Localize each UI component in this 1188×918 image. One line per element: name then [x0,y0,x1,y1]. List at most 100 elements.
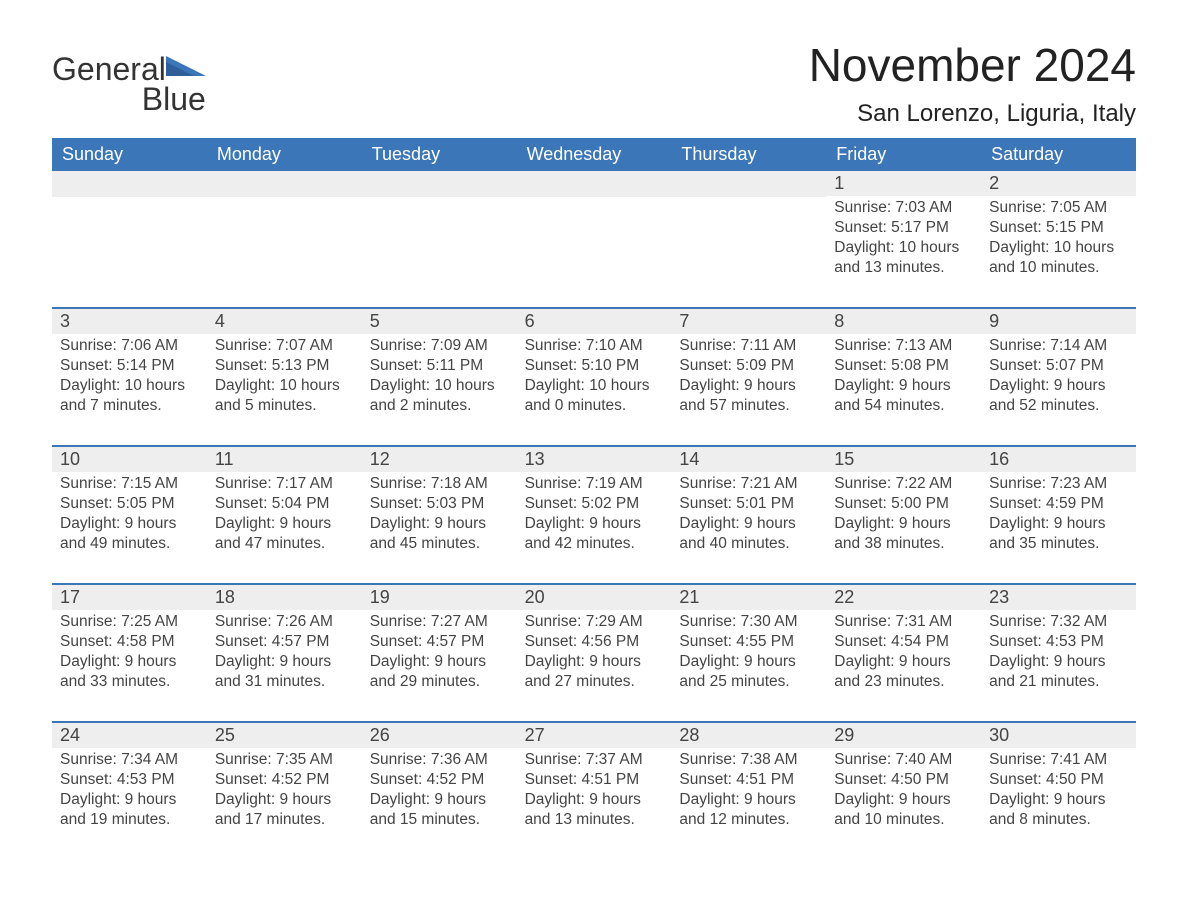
daylight-line: Daylight: 9 hours and 40 minutes. [679,514,818,554]
sunrise-line: Sunrise: 7:05 AM [989,198,1128,218]
daylight-line: Daylight: 10 hours and 7 minutes. [60,376,199,416]
daylight-line: Daylight: 9 hours and 38 minutes. [834,514,973,554]
sunset-line: Sunset: 4:59 PM [989,494,1128,514]
sunset-label: Sunset: [679,771,732,788]
page-header: General Blue November 2024 San Lorenzo, … [52,38,1136,128]
sunset-value: 5:08 PM [891,357,949,374]
day-number: 9 [981,309,1136,334]
sunrise-value: 7:27 AM [431,613,488,630]
daylight-line: Daylight: 9 hours and 10 minutes. [834,790,973,830]
day-number: 27 [517,723,672,748]
daylight-line: Daylight: 10 hours and 0 minutes. [525,376,664,416]
daylight-line: Daylight: 9 hours and 45 minutes. [370,514,509,554]
calendar-day: 23Sunrise: 7:32 AMSunset: 4:53 PMDayligh… [981,585,1136,703]
day-number: 1 [826,171,981,196]
sunset-value: 4:59 PM [1046,495,1104,512]
sunset-label: Sunset: [370,357,423,374]
sunset-label: Sunset: [370,495,423,512]
sunset-line: Sunset: 5:07 PM [989,356,1128,376]
calendar-day: 20Sunrise: 7:29 AMSunset: 4:56 PMDayligh… [517,585,672,703]
sunset-line: Sunset: 5:10 PM [525,356,664,376]
calendar-day: 8Sunrise: 7:13 AMSunset: 5:08 PMDaylight… [826,309,981,427]
day-number: 19 [362,585,517,610]
daylight-label: Daylight: [60,515,120,532]
daylight-line: Daylight: 9 hours and 21 minutes. [989,652,1128,692]
day-number [517,171,672,197]
sunset-line: Sunset: 4:51 PM [525,770,664,790]
sunset-label: Sunset: [60,495,113,512]
sunrise-label: Sunrise: [679,751,736,768]
sunset-label: Sunset: [215,633,268,650]
brand-logo: General Blue [52,52,206,114]
sunset-value: 5:04 PM [272,495,330,512]
weekday-header: Tuesday [362,138,517,171]
daylight-label: Daylight: [60,653,120,670]
sunset-line: Sunset: 5:15 PM [989,218,1128,238]
sunrise-value: 7:25 AM [121,613,178,630]
sunset-label: Sunset: [60,771,113,788]
sunrise-value: 7:31 AM [895,613,952,630]
day-details: Sunrise: 7:15 AMSunset: 5:05 PMDaylight:… [52,472,207,554]
sunset-value: 5:09 PM [736,357,794,374]
sunrise-label: Sunrise: [989,613,1046,630]
sunrise-label: Sunrise: [370,475,427,492]
day-details: Sunrise: 7:19 AMSunset: 5:02 PMDaylight:… [517,472,672,554]
sunset-value: 4:51 PM [736,771,794,788]
day-details: Sunrise: 7:10 AMSunset: 5:10 PMDaylight:… [517,334,672,416]
day-number: 6 [517,309,672,334]
daylight-label: Daylight: [834,653,894,670]
sunset-label: Sunset: [60,633,113,650]
daylight-line: Daylight: 9 hours and 8 minutes. [989,790,1128,830]
daylight-label: Daylight: [60,791,120,808]
day-details: Sunrise: 7:30 AMSunset: 4:55 PMDaylight:… [671,610,826,692]
day-details: Sunrise: 7:26 AMSunset: 4:57 PMDaylight:… [207,610,362,692]
sunrise-value: 7:17 AM [276,475,333,492]
day-number: 8 [826,309,981,334]
day-number: 20 [517,585,672,610]
daylight-line: Daylight: 10 hours and 10 minutes. [989,238,1128,278]
day-number: 5 [362,309,517,334]
sunrise-line: Sunrise: 7:23 AM [989,474,1128,494]
day-number: 13 [517,447,672,472]
calendar-day: 2Sunrise: 7:05 AMSunset: 5:15 PMDaylight… [981,171,1136,289]
day-number: 24 [52,723,207,748]
day-details: Sunrise: 7:03 AMSunset: 5:17 PMDaylight:… [826,196,981,278]
daylight-line: Daylight: 9 hours and 15 minutes. [370,790,509,830]
day-details: Sunrise: 7:05 AMSunset: 5:15 PMDaylight:… [981,196,1136,278]
calendar-day: 21Sunrise: 7:30 AMSunset: 4:55 PMDayligh… [671,585,826,703]
sunrise-label: Sunrise: [525,475,582,492]
sunrise-line: Sunrise: 7:03 AM [834,198,973,218]
sunrise-label: Sunrise: [989,751,1046,768]
sunset-label: Sunset: [370,633,423,650]
logo-line2: Blue [52,84,206,114]
day-number: 26 [362,723,517,748]
sunset-label: Sunset: [679,357,732,374]
calendar-day: 15Sunrise: 7:22 AMSunset: 5:00 PMDayligh… [826,447,981,565]
daylight-label: Daylight: [989,653,1049,670]
daylight-label: Daylight: [834,791,894,808]
daylight-line: Daylight: 9 hours and 17 minutes. [215,790,354,830]
day-number: 11 [207,447,362,472]
sunset-value: 4:57 PM [272,633,330,650]
sunset-label: Sunset: [679,633,732,650]
day-details: Sunrise: 7:07 AMSunset: 5:13 PMDaylight:… [207,334,362,416]
day-number [207,171,362,197]
sunrise-line: Sunrise: 7:29 AM [525,612,664,632]
day-number: 23 [981,585,1136,610]
sunrise-label: Sunrise: [215,475,272,492]
day-details: Sunrise: 7:11 AMSunset: 5:09 PMDaylight:… [671,334,826,416]
sunrise-line: Sunrise: 7:10 AM [525,336,664,356]
sunrise-label: Sunrise: [834,337,891,354]
sunrise-value: 7:18 AM [431,475,488,492]
day-details: Sunrise: 7:40 AMSunset: 4:50 PMDaylight:… [826,748,981,830]
sunset-line: Sunset: 5:08 PM [834,356,973,376]
day-details: Sunrise: 7:23 AMSunset: 4:59 PMDaylight:… [981,472,1136,554]
calendar-day: 28Sunrise: 7:38 AMSunset: 4:51 PMDayligh… [671,723,826,841]
daylight-label: Daylight: [679,653,739,670]
sunset-line: Sunset: 4:57 PM [370,632,509,652]
daylight-label: Daylight: [215,791,275,808]
sunrise-line: Sunrise: 7:06 AM [60,336,199,356]
sunrise-value: 7:29 AM [586,613,643,630]
sunset-label: Sunset: [370,771,423,788]
sunrise-value: 7:23 AM [1050,475,1107,492]
